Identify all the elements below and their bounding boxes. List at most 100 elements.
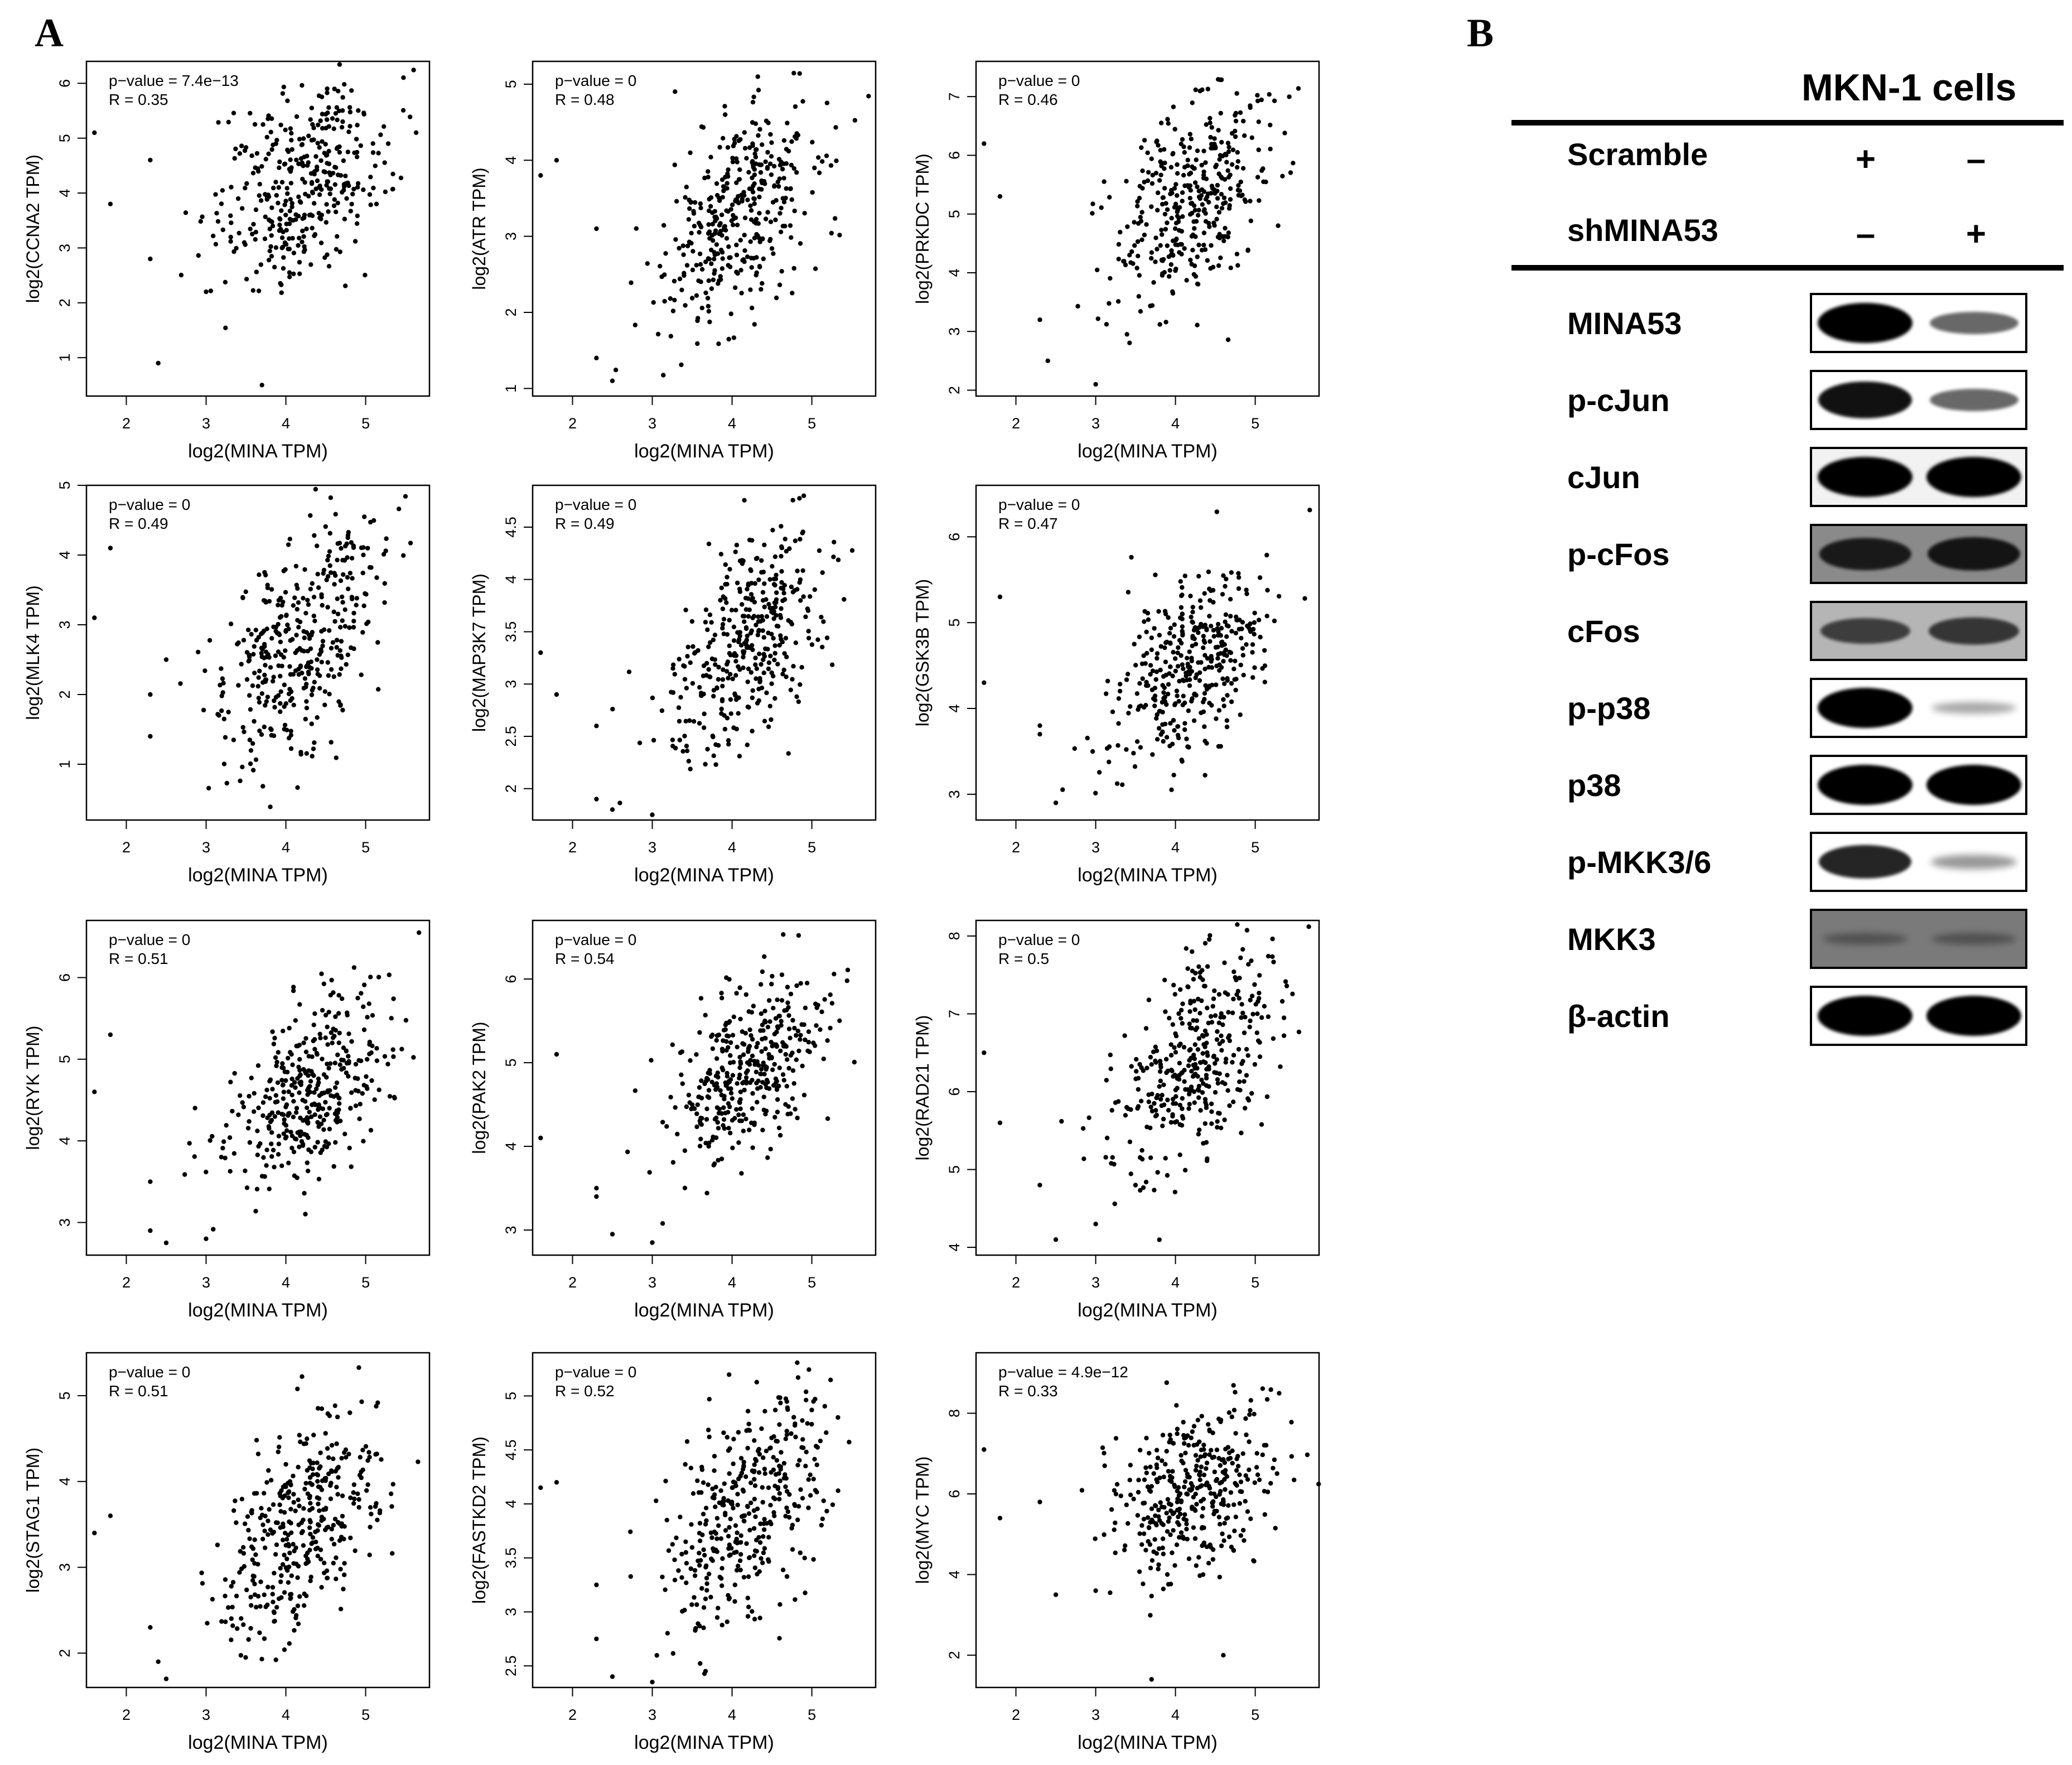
scatter-point bbox=[792, 208, 797, 214]
scatter-point bbox=[1225, 234, 1230, 240]
scatter-point bbox=[348, 209, 353, 214]
scatter-point bbox=[1152, 697, 1158, 703]
scatter-point bbox=[291, 271, 296, 277]
scatter-point bbox=[1187, 1009, 1192, 1014]
scatter-point bbox=[799, 1022, 804, 1027]
scatter-point bbox=[359, 991, 364, 996]
scatter-point bbox=[211, 233, 216, 239]
scatter-point bbox=[1157, 178, 1162, 183]
scatter-point bbox=[284, 1556, 289, 1561]
scatter-point bbox=[347, 571, 353, 576]
scatter-point bbox=[819, 1009, 824, 1015]
scatter-point bbox=[1156, 1507, 1161, 1513]
scatter-point bbox=[283, 1078, 288, 1083]
scatter-point bbox=[1150, 668, 1156, 673]
scatter-point bbox=[780, 1040, 785, 1045]
scatter-point bbox=[204, 1236, 209, 1241]
scatter-point bbox=[295, 785, 300, 790]
scatter-point bbox=[1244, 928, 1250, 933]
scatter-point bbox=[795, 1029, 801, 1034]
scatter-point bbox=[264, 1087, 269, 1093]
scatter-point bbox=[1230, 1060, 1235, 1065]
scatter-point bbox=[376, 975, 381, 980]
scatter-point bbox=[334, 1080, 340, 1086]
scatter-point bbox=[662, 272, 667, 277]
scatter-point bbox=[241, 1551, 247, 1556]
scatter-point bbox=[745, 1068, 750, 1073]
scatter-point bbox=[757, 1569, 762, 1574]
scatter-point bbox=[326, 161, 332, 166]
scatter-point bbox=[719, 1576, 724, 1581]
scatter-point bbox=[1202, 1044, 1208, 1049]
scatter-point bbox=[982, 680, 987, 686]
scatter-point bbox=[1223, 1060, 1228, 1065]
scatter-point bbox=[1224, 718, 1229, 723]
scatter-point bbox=[281, 1524, 286, 1530]
scatter-point bbox=[1124, 677, 1129, 682]
scatter-point bbox=[1194, 693, 1199, 698]
scatter-point bbox=[108, 201, 113, 206]
scatter-point bbox=[325, 1575, 330, 1581]
scatter-point bbox=[749, 628, 755, 633]
scatter-point bbox=[1180, 1106, 1185, 1111]
scatter-point bbox=[1075, 303, 1080, 309]
scatter-point bbox=[774, 1085, 780, 1090]
scatter-point bbox=[1205, 86, 1210, 91]
scatter-point bbox=[845, 967, 851, 973]
scatter-point bbox=[351, 543, 356, 548]
scatter-point bbox=[243, 1168, 248, 1174]
scatter-point bbox=[753, 662, 758, 667]
scatter-point bbox=[301, 234, 306, 239]
scatter-point bbox=[703, 1522, 708, 1527]
scatter-point bbox=[276, 663, 281, 668]
scatter-point bbox=[1182, 150, 1187, 155]
scatter-point bbox=[178, 681, 183, 686]
y-axis-label: log2(PAK2 TPM) bbox=[469, 1021, 489, 1154]
scatter-point bbox=[682, 677, 688, 682]
scatter-point bbox=[694, 1111, 699, 1116]
scatter-point bbox=[1205, 1050, 1210, 1055]
scatter-point bbox=[356, 1365, 361, 1370]
scatter-point bbox=[665, 1631, 670, 1636]
scatter-point bbox=[321, 1507, 326, 1512]
scatter-point bbox=[1137, 634, 1142, 639]
scatter-point bbox=[710, 221, 715, 226]
scatter-point bbox=[1192, 180, 1198, 185]
scatter-point bbox=[306, 1147, 311, 1152]
scatter-point bbox=[663, 1478, 668, 1484]
x-tick-label: 4 bbox=[728, 839, 736, 856]
scatter-point bbox=[708, 155, 713, 160]
scatter-point bbox=[252, 671, 257, 676]
scatter-point bbox=[726, 167, 731, 172]
blot-band-lane1 bbox=[1822, 933, 1908, 945]
scatter-point bbox=[335, 200, 340, 206]
scatter-point bbox=[809, 1421, 814, 1427]
scatter-point bbox=[783, 635, 789, 641]
scatter-point bbox=[327, 1126, 332, 1132]
scatter-point bbox=[754, 255, 759, 260]
scatter-point bbox=[1282, 131, 1287, 136]
scatter-point bbox=[1287, 94, 1292, 99]
scatter-point bbox=[334, 645, 339, 650]
scatter-point bbox=[784, 1007, 789, 1012]
scatter-point bbox=[793, 1107, 798, 1112]
scatter-point bbox=[706, 222, 711, 227]
y-tick-label: 3 bbox=[503, 680, 519, 688]
scatter-point bbox=[331, 1560, 336, 1566]
scatter-point bbox=[736, 1564, 741, 1569]
y-tick-label: 2.5 bbox=[503, 1656, 519, 1677]
scatter-point bbox=[354, 137, 359, 142]
scatter-point bbox=[750, 695, 755, 701]
scatter-point bbox=[336, 1011, 341, 1016]
scatter-point bbox=[717, 231, 722, 237]
scatter-point bbox=[713, 1087, 718, 1092]
scatter-point bbox=[363, 591, 368, 596]
scatter-point bbox=[1160, 1545, 1165, 1550]
scatter-point bbox=[312, 679, 317, 685]
scatter-point bbox=[312, 1112, 317, 1117]
x-axis-label: log2(MINA TPM) bbox=[188, 1300, 328, 1321]
scatter-point bbox=[220, 227, 225, 233]
scatter-point bbox=[1222, 681, 1227, 686]
scatter-point bbox=[1254, 1030, 1259, 1035]
